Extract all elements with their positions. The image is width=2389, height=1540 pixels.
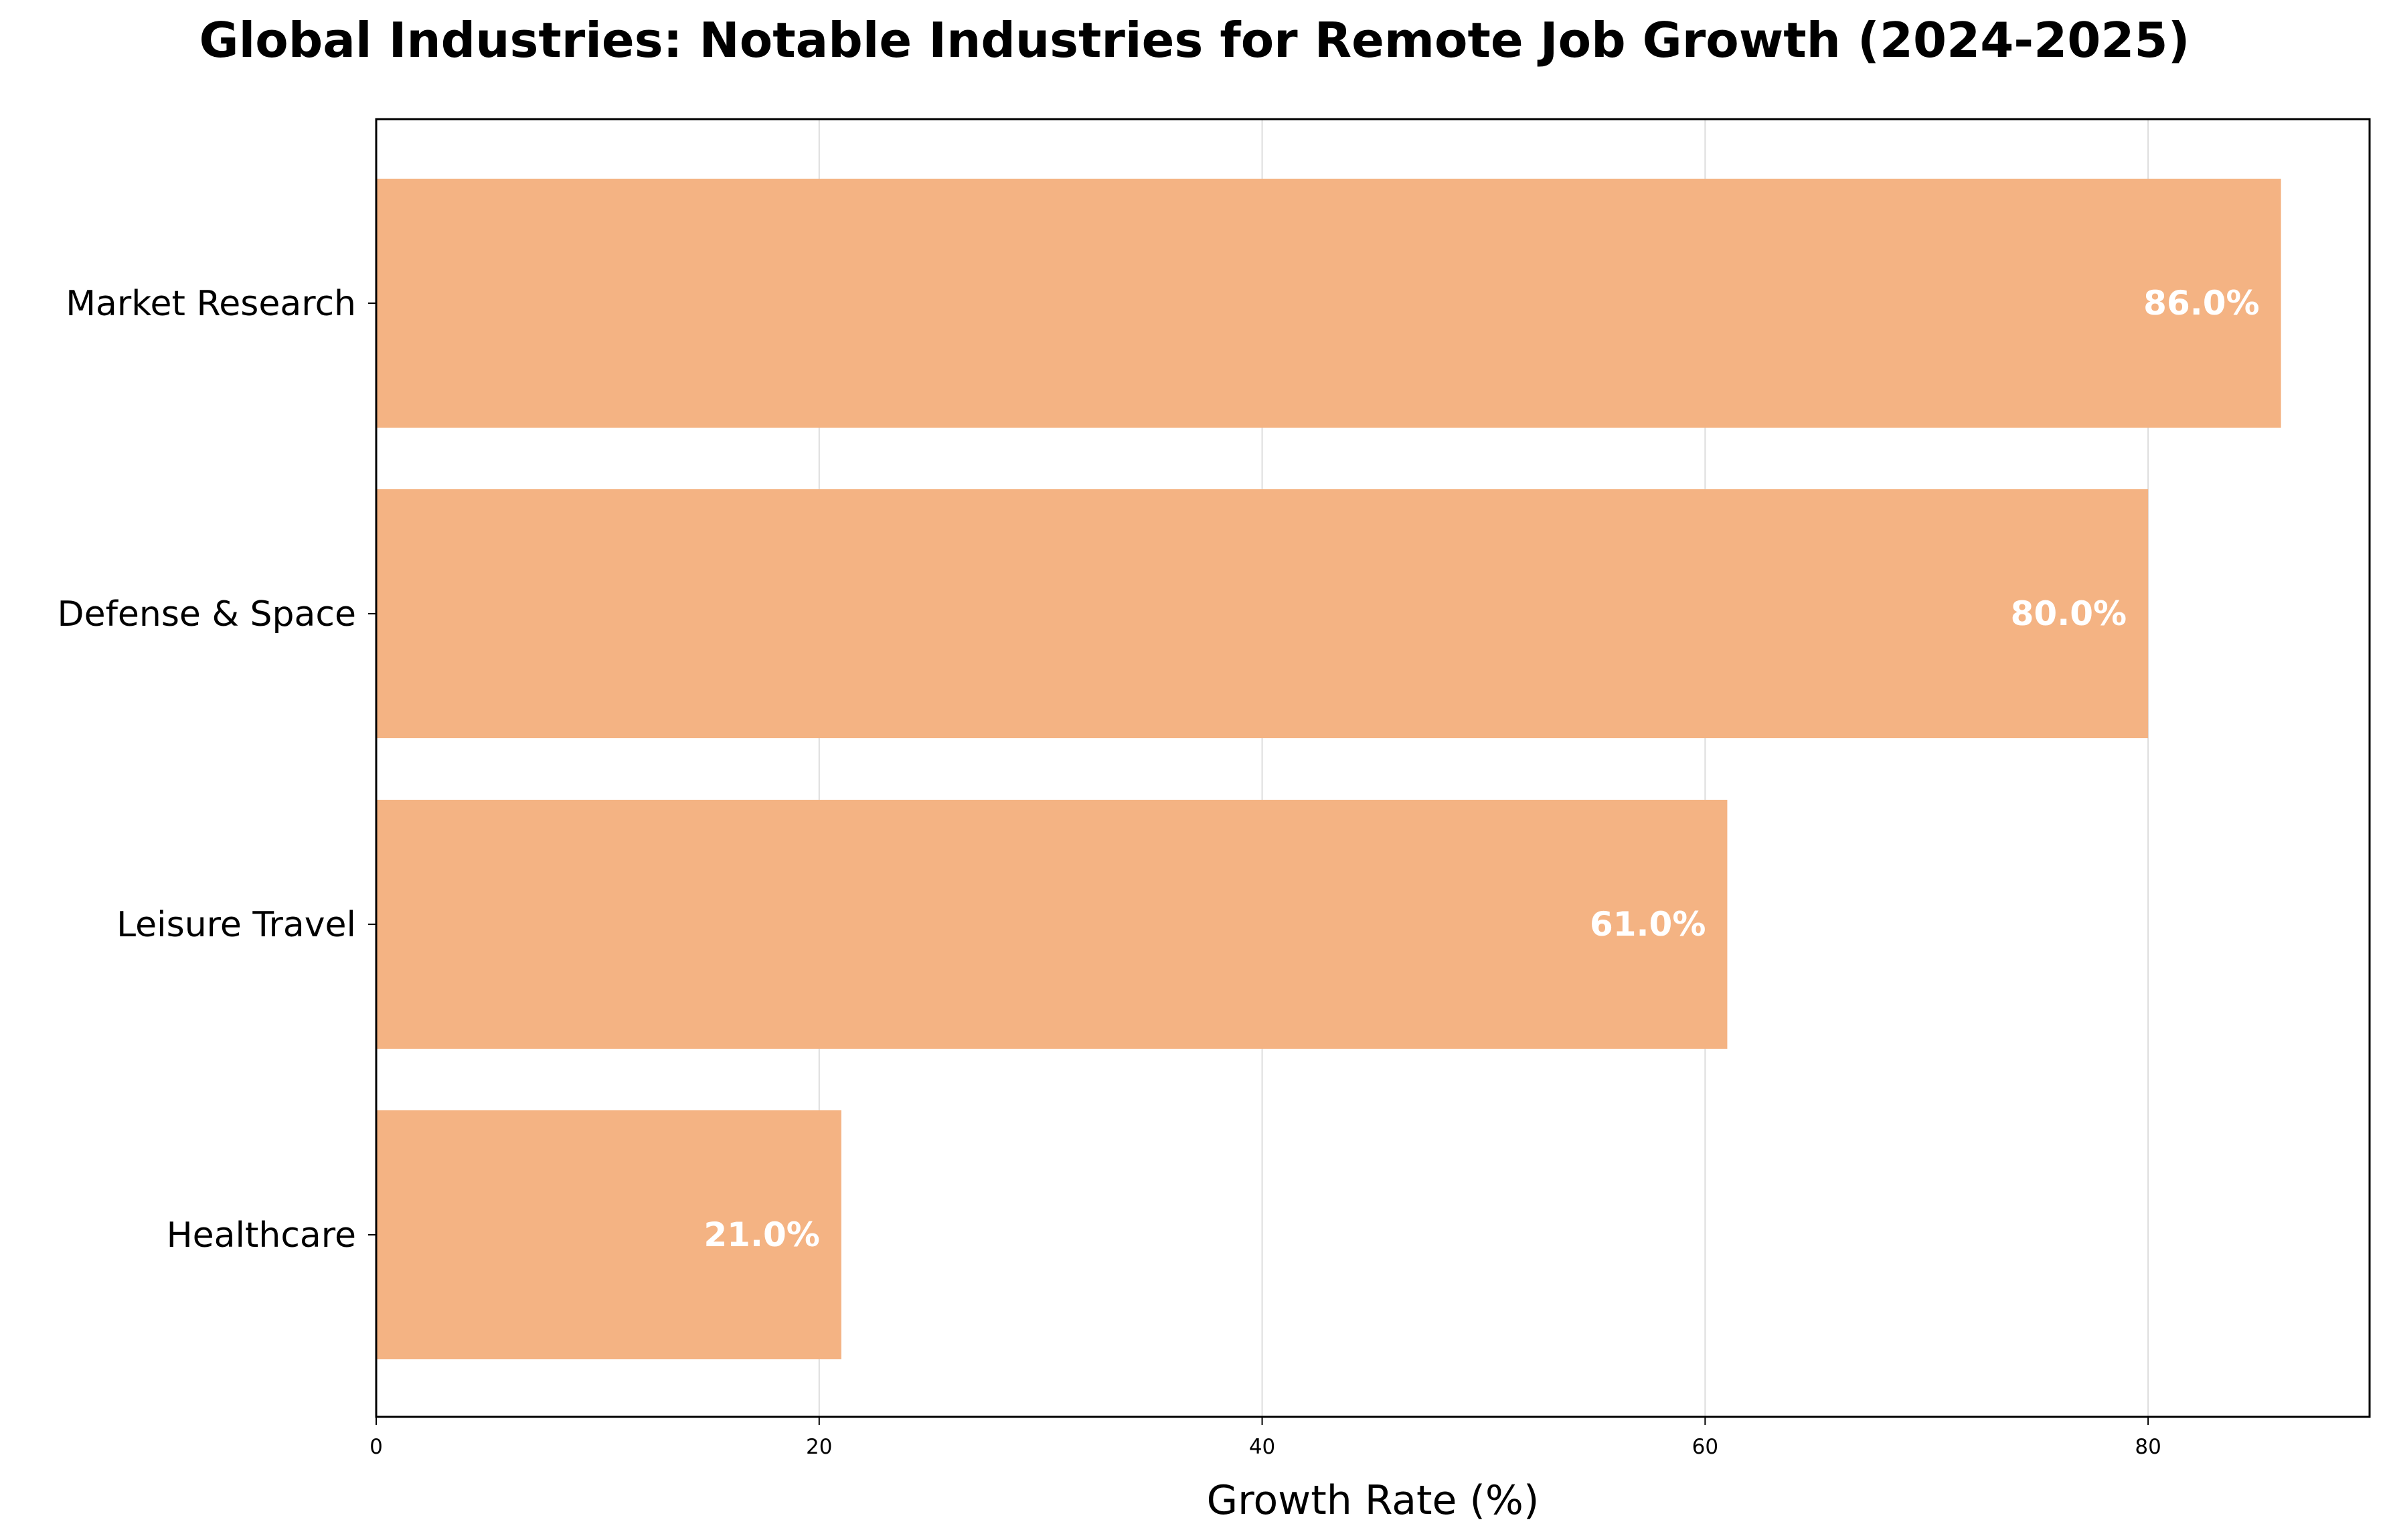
y-tick-label: Leisure Travel [116,905,356,945]
y-tick-label: Defense & Space [58,594,356,634]
x-axis-ticks: 0 20 40 60 80 [369,1417,2161,1459]
data-label: 80.0% [2011,594,2127,633]
x-tick-label: 80 [2135,1435,2161,1459]
chart-title: Global Industries: Notable Industries fo… [199,12,2190,68]
data-label: 61.0% [1590,905,1706,944]
bar [376,179,2281,428]
x-tick-label: 60 [1692,1435,1718,1459]
y-axis-ticks: Market Research Defense & Space Leisure Tr… [58,284,376,1256]
bar [376,1110,841,1359]
data-label: 86.0% [2143,284,2259,323]
y-tick-label: Healthcare [167,1215,356,1256]
plot-frame [375,118,2371,1418]
bar [376,800,1728,1049]
bars [376,179,2281,1359]
x-axis-label: Growth Rate (%) [1207,1477,1540,1524]
data-label: 21.0% [704,1215,819,1254]
data-labels: 86.0% 80.0% 61.0% 21.0% [704,284,2259,1254]
x-tick-label: 20 [806,1435,832,1459]
bar [376,489,2149,738]
x-tick-label: 40 [1249,1435,1275,1459]
y-tick-label: Market Research [66,284,356,324]
x-tick-label: 0 [369,1435,383,1459]
